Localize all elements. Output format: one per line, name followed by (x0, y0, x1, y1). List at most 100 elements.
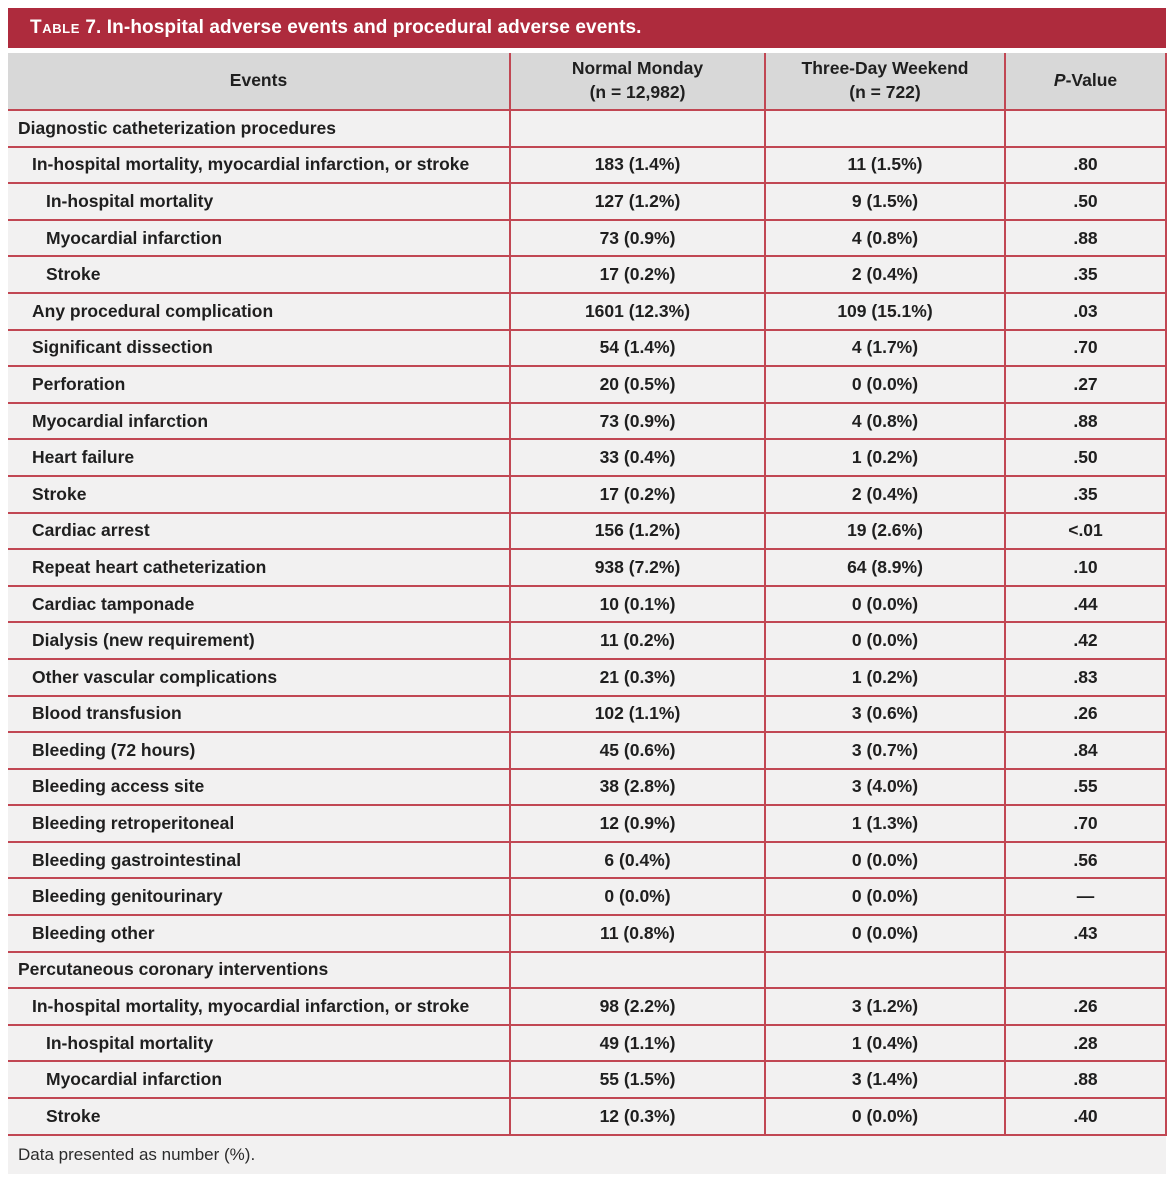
table-title-rest: 7. In-hospital adverse events and proced… (80, 17, 642, 38)
three-day-weekend-value-cell: 3 (0.7%) (764, 731, 1006, 770)
normal-monday-value-cell: 102 (1.1%) (509, 694, 766, 734)
three-day-weekend-value-cell (764, 950, 1006, 990)
table-row: Bleeding other 11 (0.8%) 0 (0.0%) .43 (8, 914, 1167, 953)
section-label-cell: Percutaneous coronary interventions (8, 950, 511, 990)
normal-monday-value-cell: 0 (0.0%) (509, 877, 766, 917)
event-label-cell: Heart failure (8, 438, 511, 477)
footnote-text: Data presented as number (%). (18, 1144, 256, 1164)
three-day-weekend-value-cell: 1 (0.2%) (764, 438, 1006, 477)
normal-monday-value-cell: 12 (0.9%) (509, 804, 766, 843)
event-label-cell: Dialysis (new requirement) (8, 621, 511, 660)
normal-monday-value-cell (509, 950, 766, 990)
section-label-cell: Diagnostic catheterization procedures (8, 109, 511, 148)
event-label-cell: In-hospital mortality, myocardial infarc… (8, 987, 511, 1026)
pvalue-cell: .03 (1004, 291, 1167, 331)
table-header: Events Normal Monday (n = 12,982) Three-… (8, 53, 1167, 111)
pvalue-cell: .56 (1004, 840, 1167, 880)
pvalue-cell (1004, 109, 1167, 148)
event-label-cell: Bleeding (72 hours) (8, 731, 511, 770)
pvalue-cell: .80 (1004, 145, 1167, 185)
table-row: Stroke 17 (0.2%) 2 (0.4%) .35 (8, 474, 1167, 514)
three-day-weekend-value-cell: 0 (0.0%) (764, 1097, 1006, 1136)
three-day-weekend-value-cell: 3 (1.2%) (764, 987, 1006, 1026)
pvalue-cell: .35 (1004, 474, 1167, 514)
pvalue-cell: .88 (1004, 401, 1167, 441)
table-row: Dialysis (new requirement) 11 (0.2%) 0 (0.… (8, 621, 1167, 660)
pvalue-rest: -Value (1065, 70, 1118, 91)
pvalue-cell: .50 (1004, 182, 1167, 221)
pvalue-cell: .55 (1004, 767, 1167, 807)
three-day-weekend-value-cell: 4 (0.8%) (764, 218, 1006, 258)
pvalue-cell: .42 (1004, 621, 1167, 660)
normal-monday-value-cell: 11 (0.8%) (509, 914, 766, 953)
table-row: Myocardial infarction 73 (0.9%) 4 (0.8%) .8… (8, 218, 1167, 258)
normal-monday-value-cell: 21 (0.3%) (509, 657, 766, 697)
table-row: Cardiac tamponade 10 (0.1%) 0 (0.0%) .44 (8, 584, 1167, 624)
column-header-three-day-weekend: Three-Day Weekend (n = 722) (764, 53, 1006, 111)
three-day-weekend-value-cell: 0 (0.0%) (764, 365, 1006, 404)
three-day-weekend-value-cell: 9 (1.5%) (764, 182, 1006, 221)
three-day-weekend-value-cell (764, 109, 1006, 148)
table-row: Other vascular complications 21 (0.3%) 1 (… (8, 657, 1167, 697)
three-day-weekend-value-cell: 1 (0.4%) (764, 1023, 1006, 1063)
pvalue-cell: .35 (1004, 255, 1167, 294)
normal-monday-value-cell: 33 (0.4%) (509, 438, 766, 477)
three-day-weekend-value-cell: 109 (15.1%) (764, 291, 1006, 331)
pvalue-cell: .83 (1004, 657, 1167, 697)
pvalue-p-italic: P (1053, 70, 1066, 91)
event-label-cell: Perforation (8, 365, 511, 404)
table-row: In-hospital mortality, myocardial infarc… (8, 145, 1167, 185)
normal-monday-value-cell: 11 (0.2%) (509, 621, 766, 660)
table-row: Bleeding retroperitoneal 12 (0.9%) 1 (1.3%… (8, 804, 1167, 843)
normal-monday-value-cell: 73 (0.9%) (509, 218, 766, 258)
table-row: Bleeding access site 38 (2.8%) 3 (4.0%) .55 (8, 767, 1167, 807)
pvalue-cell: .44 (1004, 584, 1167, 624)
three-day-weekend-value-cell: 3 (1.4%) (764, 1060, 1006, 1100)
three-day-weekend-value-cell: 2 (0.4%) (764, 255, 1006, 294)
three-day-weekend-value-cell: 0 (0.0%) (764, 840, 1006, 880)
pvalue-cell: .84 (1004, 731, 1167, 770)
pvalue-cell: .26 (1004, 987, 1167, 1026)
table-row: Stroke 17 (0.2%) 2 (0.4%) .35 (8, 255, 1167, 294)
normal-monday-value-cell: 156 (1.2%) (509, 511, 766, 551)
table-row: Bleeding genitourinary 0 (0.0%) 0 (0.0%) — (8, 877, 1167, 917)
event-label-cell: Cardiac arrest (8, 511, 511, 551)
three-day-weekend-value-cell: 19 (2.6%) (764, 511, 1006, 551)
table-row: Any procedural complication 1601 (12.3%) 1… (8, 291, 1167, 331)
table-row: Myocardial infarction 55 (1.5%) 3 (1.4%) .8… (8, 1060, 1167, 1100)
table-body: Diagnostic catheterization procedures In-… (8, 109, 1167, 1136)
three-day-weekend-value-cell: 2 (0.4%) (764, 474, 1006, 514)
three-day-weekend-value-cell: 64 (8.9%) (764, 548, 1006, 587)
normal-monday-value-cell: 38 (2.8%) (509, 767, 766, 807)
event-label-cell: In-hospital mortality (8, 1023, 511, 1063)
event-label-cell: Bleeding retroperitoneal (8, 804, 511, 843)
normal-monday-value-cell: 45 (0.6%) (509, 731, 766, 770)
event-label-cell: Other vascular complications (8, 657, 511, 697)
three-day-weekend-value-cell: 1 (1.3%) (764, 804, 1006, 843)
event-label-cell: Cardiac tamponade (8, 584, 511, 624)
column-header-normal-monday: Normal Monday (n = 12,982) (509, 53, 766, 111)
event-label-cell: In-hospital mortality, myocardial infarc… (8, 145, 511, 185)
event-label-cell: Stroke (8, 1097, 511, 1136)
event-label-cell: Bleeding genitourinary (8, 877, 511, 917)
pvalue-cell: .88 (1004, 1060, 1167, 1100)
table-row: In-hospital mortality 49 (1.1%) 1 (0.4%) .2… (8, 1023, 1167, 1063)
event-label-cell: Repeat heart catheterization (8, 548, 511, 587)
three-day-weekend-value-cell: 1 (0.2%) (764, 657, 1006, 697)
normal-monday-value-cell: 17 (0.2%) (509, 474, 766, 514)
column-header-events: Events (8, 53, 511, 111)
pvalue-cell: .40 (1004, 1097, 1167, 1136)
three-day-weekend-value-cell: 0 (0.0%) (764, 914, 1006, 953)
event-label-cell: Myocardial infarction (8, 401, 511, 441)
table-row: In-hospital mortality, myocardial infarc… (8, 987, 1167, 1026)
table-row: Repeat heart catheterization 938 (7.2%) 64… (8, 548, 1167, 587)
three-day-weekend-value-cell: 11 (1.5%) (764, 145, 1006, 185)
event-label-cell: Bleeding other (8, 914, 511, 953)
event-label-cell: Significant dissection (8, 328, 511, 368)
pvalue-cell: .26 (1004, 694, 1167, 734)
normal-monday-value-cell: 183 (1.4%) (509, 145, 766, 185)
pvalue-cell: .70 (1004, 328, 1167, 368)
pvalue-cell (1004, 950, 1167, 990)
table-row: Stroke 12 (0.3%) 0 (0.0%) .40 (8, 1097, 1167, 1136)
